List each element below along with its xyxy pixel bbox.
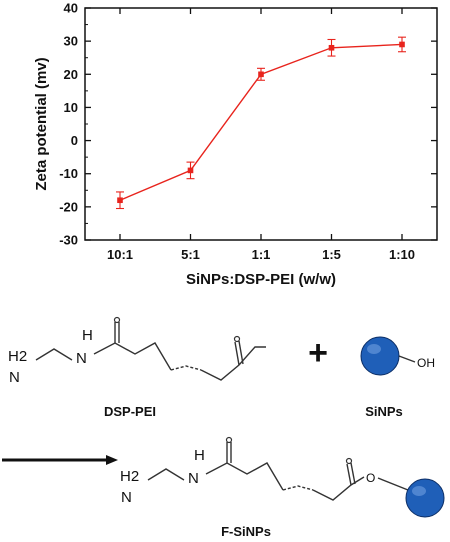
product-sinp-particle — [405, 478, 445, 518]
sinp-highlight — [367, 344, 381, 354]
data-point — [187, 167, 194, 174]
data-point — [117, 197, 123, 204]
dsp-pei-chain — [35, 348, 73, 361]
y-axis: -30 -20 -10 0 10 20 30 40 — [59, 1, 437, 248]
sinps-label: SiNPs — [365, 404, 403, 419]
product-amide-n-atom: N — [188, 470, 199, 487]
amide-n-atom: N — [76, 350, 87, 367]
amine-h2-atom: H2 — [8, 348, 27, 365]
x-axis-title: SiNPs:DSP-PEI (w/w) — [186, 271, 336, 288]
reaction-arrow — [2, 455, 118, 465]
data-point — [328, 44, 335, 51]
y-tick-label: -20 — [59, 199, 78, 214]
product-amine-h2-atom: H2 — [120, 468, 139, 485]
product-amide-h-atom: H — [194, 447, 205, 464]
product-tail — [312, 476, 365, 501]
ester-oxygen-atom: O — [366, 471, 375, 485]
ester-particle-bond — [377, 477, 409, 491]
y-tick-label: 30 — [64, 34, 78, 49]
dsp-pei-tail — [200, 346, 266, 381]
dsp-pei-label: DSP-PEI — [104, 404, 156, 419]
product-backbone — [205, 462, 284, 491]
ester-carbonyl-oxygen — [345, 457, 353, 465]
y-tick-label: 20 — [64, 67, 78, 82]
zeta-potential-chart: -30 -20 -10 0 10 20 30 40 10:1 5:1 1:1 1:5 1:10 Zet… — [33, 1, 438, 288]
series-layer — [116, 36, 406, 210]
disulfide-link — [170, 365, 202, 371]
ketone-oxygen — [233, 335, 241, 343]
x-axis: 10:1 5:1 1:1 1:5 1:10 — [107, 8, 415, 262]
y-tick-label: 0 — [71, 133, 78, 148]
hydroxyl-label: OH — [417, 356, 435, 370]
y-axis-title: Zeta potential (mv) — [33, 57, 50, 190]
sinp-particle — [360, 336, 400, 376]
y-tick-label: -10 — [59, 166, 78, 181]
sinp-structure: OH SiNPs — [360, 336, 435, 419]
product-disulfide-link — [282, 485, 314, 491]
ketone-bond — [234, 341, 240, 366]
ester-carbonyl-bond-2 — [350, 462, 356, 485]
amide-h-atom: H — [82, 327, 93, 344]
amine-n-atom: N — [9, 369, 20, 386]
y-tick-label: 10 — [64, 100, 78, 115]
f-sinps-label: F-SiNPs — [221, 524, 271, 539]
data-point — [258, 71, 264, 78]
ester-carbonyl-bond — [346, 463, 352, 486]
ketone-bond-2 — [238, 340, 244, 365]
product-carbonyl-oxygen — [225, 436, 233, 444]
x-tick-label: 10:1 — [107, 247, 133, 262]
x-tick-label: 5:1 — [181, 247, 200, 262]
x-tick-label: 1:5 — [322, 247, 341, 262]
product-amine-n-atom: N — [121, 489, 132, 506]
x-tick-label: 1:10 — [389, 247, 415, 262]
y-tick-label: -30 — [59, 233, 78, 248]
product-sinp-highlight — [412, 486, 426, 496]
carbonyl-oxygen — [113, 316, 121, 324]
dsp-pei-backbone — [93, 342, 172, 371]
f-sinps-structure: H2 N N H O F-SiNPs — [120, 436, 445, 539]
oh-bond — [398, 355, 416, 363]
dsp-pei-structure: H2 N N H DSP-PEI — [8, 316, 266, 419]
y-tick-label: 40 — [64, 1, 78, 16]
plot-frame — [84, 7, 438, 241]
data-point — [399, 41, 405, 48]
product-chain — [147, 468, 185, 481]
plus-sign: + — [308, 334, 328, 372]
x-tick-label: 1:1 — [252, 247, 271, 262]
reaction-scheme: H2 N N H DSP-PEI + OH SiNPs — [2, 316, 445, 539]
